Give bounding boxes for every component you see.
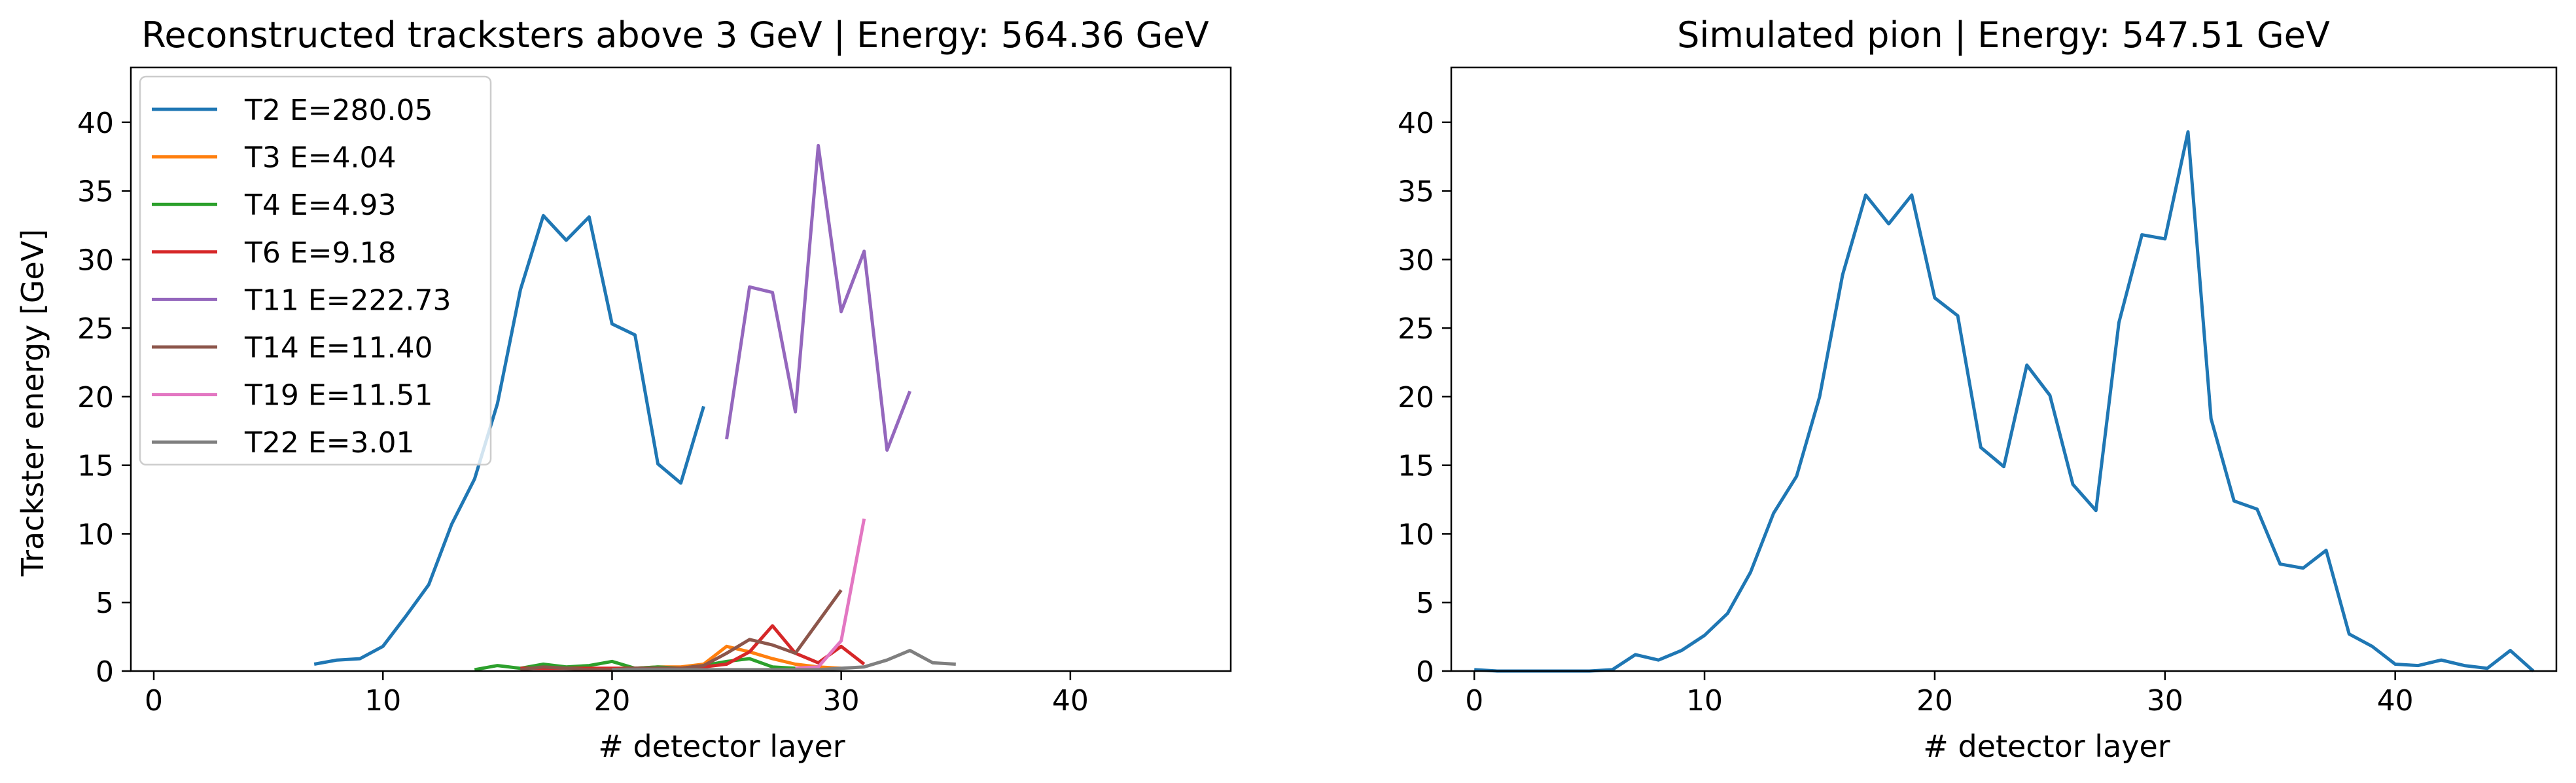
left-chart-title: Reconstructed tracksters above 3 GeV | E… <box>141 14 1209 56</box>
right-x-axis-label: # detector layer <box>1923 729 2170 764</box>
left-x-tick-label: 0 <box>145 684 163 718</box>
left-y-tick-label: 0 <box>96 655 114 689</box>
right-y-tick-label: 25 <box>1398 312 1434 346</box>
left-y-tick-label: 25 <box>77 312 114 346</box>
left-x-tick-label: 40 <box>1052 684 1089 718</box>
right-y-tick-label: 15 <box>1398 450 1434 483</box>
right-y-tick-label: 30 <box>1398 244 1434 277</box>
right-plot-frame <box>1450 66 2558 672</box>
left-y-tick-label: 40 <box>77 107 114 140</box>
left-series-line-t19 <box>795 518 866 670</box>
left-y-tick-label: 35 <box>77 175 114 209</box>
simulated-pion-panel: Simulated pion | Energy: 547.51 GeV # de… <box>1398 14 2558 764</box>
left-y-tick-label: 15 <box>77 450 114 483</box>
reconstructed-tracksters-panel: Reconstructed tracksters above 3 GeV | E… <box>15 14 1232 764</box>
legend-label-t6: T6 E=9.18 <box>244 236 397 270</box>
legend-label-t11: T11 E=222.73 <box>244 283 451 317</box>
legend-label-t3: T3 E=4.04 <box>244 141 397 175</box>
left-y-tick-label: 10 <box>77 518 114 551</box>
right-y-tick-label: 10 <box>1398 518 1434 551</box>
legend-label-t22: T22 E=3.01 <box>244 426 415 460</box>
right-x-tick-label: 0 <box>1465 684 1483 718</box>
right-x-tick-label: 30 <box>2147 684 2183 718</box>
left-y-tick-label: 30 <box>77 244 114 277</box>
right-y-tick-label: 35 <box>1398 175 1434 209</box>
left-legend: T2 E=280.05 T3 E=4.04 T4 E=4.93 T6 E=9.18 T1… <box>139 75 492 466</box>
left-y-axis-label: Trackster energy [GeV] <box>15 229 50 577</box>
right-y-tick-label: 20 <box>1398 381 1434 414</box>
left-plot-frame <box>130 66 1232 672</box>
left-y-tick-label: 20 <box>77 381 114 414</box>
left-x-tick-label: 10 <box>364 684 401 718</box>
right-series-lines <box>1474 130 2535 673</box>
right-series-line-series-0 <box>1474 130 2535 673</box>
legend-label-t14: T14 E=11.40 <box>244 331 432 365</box>
left-x-axis-label: # detector layer <box>598 729 845 764</box>
right-y-tick-label: 40 <box>1398 107 1434 140</box>
left-series-line-t2 <box>313 213 705 666</box>
legend-label-t19: T19 E=11.51 <box>244 379 432 412</box>
left-axis-ticks: 0 10 20 30 40 0 5 10 15 20 25 30 35 40 <box>77 107 1089 718</box>
legend-box <box>139 75 492 466</box>
left-series-line-t11 <box>725 143 912 452</box>
right-x-tick-label: 20 <box>1916 684 1953 718</box>
left-x-tick-label: 30 <box>823 684 860 718</box>
left-series-line-t22 <box>612 649 956 672</box>
left-y-tick-label: 5 <box>96 587 114 620</box>
left-series-lines <box>313 143 956 672</box>
right-chart-title: Simulated pion | Energy: 547.51 GeV <box>1677 14 2330 56</box>
right-x-tick-label: 10 <box>1686 684 1723 718</box>
right-y-tick-label: 5 <box>1416 587 1434 620</box>
right-x-tick-label: 40 <box>2377 684 2414 718</box>
legend-label-t4: T4 E=4.93 <box>244 189 397 222</box>
left-x-tick-label: 20 <box>593 684 630 718</box>
legend-label-t2: T2 E=280.05 <box>244 94 432 127</box>
right-y-tick-label: 0 <box>1416 655 1434 689</box>
right-axis-ticks: 0 10 20 30 40 0 5 10 15 20 25 30 35 40 <box>1398 107 2414 718</box>
